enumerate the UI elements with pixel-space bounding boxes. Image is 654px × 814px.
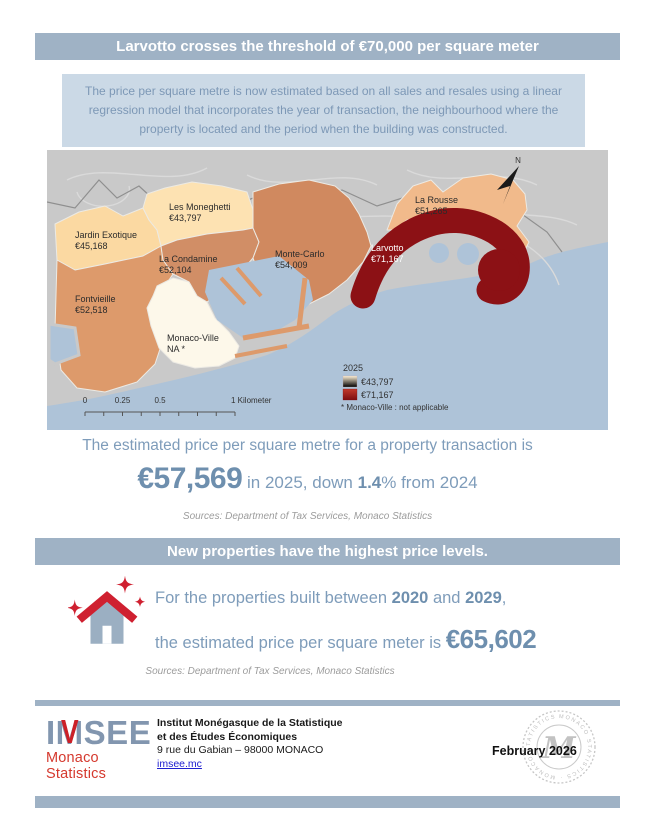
new-house-icon	[68, 576, 146, 644]
estimate-section: The estimated price per square metre for…	[35, 437, 580, 522]
svg-text:€43,797: €43,797	[169, 213, 202, 223]
street-address: 9 rue du Gabian – 98000 MONACO	[157, 744, 324, 756]
sources-note: Sources: Department of Tax Services, Mon…	[182, 511, 433, 522]
estimate-price: €57,569	[137, 462, 243, 495]
svg-text:2025: 2025	[343, 363, 363, 373]
estimate-from-text: % from 2024	[381, 473, 478, 492]
svg-text:Larvotto: Larvotto	[371, 243, 404, 253]
svg-text:€54,009: €54,009	[275, 260, 308, 270]
estimate-year-text: in 2025, down	[242, 473, 358, 492]
svg-text:La Condamine: La Condamine	[159, 254, 218, 264]
footer-divider	[35, 700, 620, 706]
estimate-value-line: €57,569 in 2025, down 1.4% from 2024	[35, 462, 580, 496]
svg-text:1 Kilometer: 1 Kilometer	[231, 396, 272, 405]
district-labels: Jardin Exotique €45,168 Les Moneghetti €…	[75, 195, 458, 354]
estimate-lead: The estimated price per square metre for…	[82, 437, 533, 454]
district-larvotto	[350, 208, 530, 309]
publication-date: February 2026	[492, 744, 577, 758]
beach-bay	[457, 243, 479, 265]
svg-text:M: M	[541, 731, 576, 766]
piers	[219, 266, 310, 358]
svg-text:€45,168: €45,168	[75, 241, 108, 251]
svg-text:Monte-Carlo: Monte-Carlo	[275, 249, 325, 259]
svg-text:* Monaco-Ville : not applicabl: * Monaco-Ville : not applicable	[341, 403, 449, 412]
methodology-note: The price per square metre is now estima…	[62, 74, 585, 147]
svg-text:0.25: 0.25	[115, 396, 131, 405]
house-roof	[76, 591, 138, 623]
imsee-wordmark: IM V SEE	[46, 712, 152, 751]
imsee-tagline: Monaco Statistics	[46, 750, 107, 782]
newbuild-line1: For the properties built between 2020 an…	[155, 589, 507, 607]
imsee-seal-icon: MONACO STATISTICS · MONACO STATISTICS · …	[520, 708, 596, 784]
svg-text:Monaco-Ville: Monaco-Ville	[167, 333, 219, 343]
page-footer-bar	[35, 796, 620, 808]
north-arrow-icon: N	[497, 156, 521, 204]
scale-labels: 0 0.25 0.5 1 Kilometer	[83, 396, 272, 405]
svg-text:N: N	[515, 156, 521, 165]
svg-text:Les Moneghetti: Les Moneghetti	[169, 202, 231, 212]
monaco-map-svg: Jardin Exotique €45,168 Les Moneghetti €…	[47, 150, 608, 430]
price-choropleth-map: Jardin Exotique €45,168 Les Moneghetti €…	[47, 150, 608, 430]
sparkle-icon	[68, 576, 146, 616]
svg-text:€51,265: €51,265	[415, 206, 448, 216]
svg-text:€52,104: €52,104	[159, 265, 192, 275]
map-legend: 2025 €43,797 €71,167 * Monaco-Ville : no…	[341, 363, 449, 412]
svg-text:Jardin Exotique: Jardin Exotique	[75, 230, 137, 240]
svg-text:La Rousse: La Rousse	[415, 195, 458, 205]
svg-text:€71,167: €71,167	[361, 390, 394, 400]
newbuild-price: €65,602	[445, 624, 537, 654]
svg-text:€52,518: €52,518	[75, 305, 108, 315]
svg-text:€71,167: €71,167	[371, 254, 404, 264]
fontvieille-port	[47, 322, 81, 366]
sources-note: Sources: Department of Tax Services, Mon…	[145, 666, 395, 677]
website-link[interactable]: imsee.mc	[157, 757, 202, 770]
house-body	[90, 599, 124, 644]
svg-text:€43,797: €43,797	[361, 377, 394, 387]
svg-text:0: 0	[83, 396, 88, 405]
newbuild-line2: the estimated price per square meter is …	[155, 624, 537, 654]
district-monaco-ville	[146, 277, 240, 369]
newbuild-section: For the properties built between 2020 an…	[155, 589, 605, 655]
institute-name-line1: Institut Monégasque de la Statistique	[157, 717, 343, 729]
scale-bar	[84, 411, 236, 416]
year-to: 2029	[465, 589, 502, 607]
svg-text:0.5: 0.5	[154, 396, 166, 405]
institute-name-line2: et des Études Économiques	[157, 730, 298, 743]
institute-address: Institut Monégasque de la Statistique et…	[157, 717, 377, 771]
svg-text:Fontvieille: Fontvieille	[75, 294, 116, 304]
newbuild-banner: New properties have the highest price le…	[35, 538, 620, 565]
year-from: 2020	[391, 589, 429, 607]
house-door	[102, 625, 112, 644]
svg-text:NA *: NA *	[167, 344, 186, 354]
imsee-logo: IM V SEE Monaco Statistics	[46, 712, 156, 782]
harbor	[205, 256, 313, 338]
estimate-pct: 1.4	[357, 473, 382, 492]
beach-bay	[429, 243, 449, 263]
headline-banner: Larvotto crosses the threshold of €70,00…	[35, 33, 620, 60]
